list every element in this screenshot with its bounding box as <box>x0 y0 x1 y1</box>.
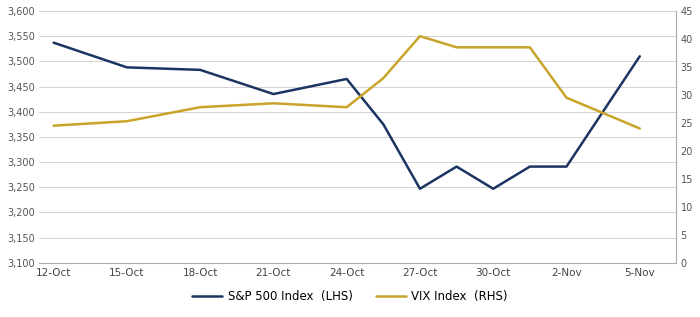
S&P 500 Index  (LHS) <box>122 65 131 69</box>
Line: S&P 500 Index  (LHS): S&P 500 Index (LHS) <box>54 43 640 189</box>
VIX Index  (RHS) <box>636 126 644 130</box>
VIX Index  (RHS) <box>489 45 498 49</box>
VIX Index  (RHS) <box>196 105 204 109</box>
VIX Index  (RHS) <box>562 96 570 100</box>
VIX Index  (RHS) <box>270 101 278 105</box>
S&P 500 Index  (LHS) <box>489 187 498 191</box>
VIX Index  (RHS) <box>50 124 58 127</box>
VIX Index  (RHS) <box>526 45 534 49</box>
VIX Index  (RHS) <box>379 76 388 80</box>
VIX Index  (RHS) <box>452 45 461 49</box>
Legend: S&P 500 Index  (LHS), VIX Index  (RHS): S&P 500 Index (LHS), VIX Index (RHS) <box>188 286 512 308</box>
S&P 500 Index  (LHS) <box>379 122 388 126</box>
S&P 500 Index  (LHS) <box>342 77 351 81</box>
S&P 500 Index  (LHS) <box>196 68 204 72</box>
VIX Index  (RHS) <box>122 119 131 123</box>
S&P 500 Index  (LHS) <box>452 165 461 169</box>
S&P 500 Index  (LHS) <box>270 92 278 96</box>
S&P 500 Index  (LHS) <box>562 165 570 169</box>
VIX Index  (RHS) <box>342 105 351 109</box>
S&P 500 Index  (LHS) <box>50 41 58 45</box>
VIX Index  (RHS) <box>416 34 424 38</box>
S&P 500 Index  (LHS) <box>526 165 534 169</box>
S&P 500 Index  (LHS) <box>636 55 644 58</box>
S&P 500 Index  (LHS) <box>416 187 424 191</box>
Line: VIX Index  (RHS): VIX Index (RHS) <box>54 36 640 128</box>
